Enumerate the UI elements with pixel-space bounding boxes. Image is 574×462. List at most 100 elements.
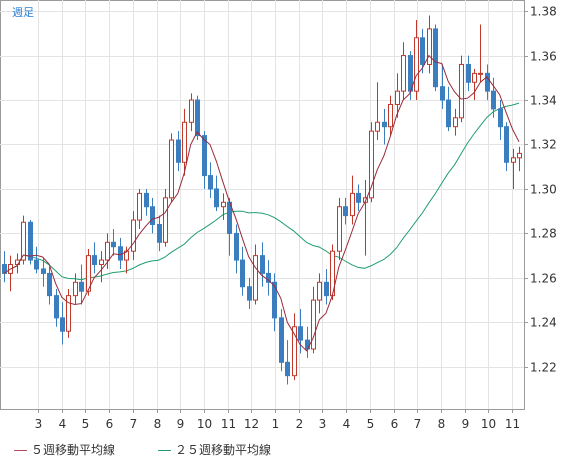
y-tick-label: 1.28 [530,227,557,241]
candle [511,148,516,189]
candle-body [285,361,290,377]
candle [247,277,252,309]
candle-body [427,28,432,65]
candle-body [324,281,329,297]
ma5-line [3,54,520,352]
x-tick-label: 4 [59,417,67,431]
x-tick-label: 8 [438,417,446,431]
legend: ５週移動平均線 ２５週移動平均線 [0,433,574,462]
candle-body [182,121,187,163]
candle-body [41,268,46,274]
legend-ma25-swatch [158,450,171,451]
x-tick-label: 1 [272,417,280,431]
x-tick-label: 3 [35,417,43,431]
candle [176,131,181,172]
candle-body [240,259,245,288]
candle-body [472,72,477,83]
legend-ma25-label: ２５週移動平均線 [175,443,272,457]
candle-body [253,255,258,301]
candle-body [144,192,149,208]
candle-body [163,197,168,243]
x-tick-label: 6 [391,417,399,431]
candle [324,268,329,305]
candle-body [208,175,213,190]
candle-body [137,192,142,221]
candle [21,215,26,265]
candle [214,175,219,212]
candle-body [504,126,509,163]
candle-body [343,206,348,217]
candle [111,228,116,256]
x-tick-label: 5 [367,417,375,431]
candle [382,108,387,145]
y-tick-label: 1.26 [530,272,557,286]
y-tick-label: 1.30 [530,183,557,197]
candle [260,242,265,287]
candle [60,302,65,345]
candle-body [111,241,116,248]
candle [420,28,425,74]
candle [388,95,393,136]
candle-body [356,192,361,203]
candle [279,308,284,372]
candle-body [214,188,219,208]
candle [350,175,355,225]
candle [369,122,374,203]
candle [28,220,33,265]
candle [395,73,400,118]
candle [105,233,110,269]
candle-body [350,192,355,217]
x-tick-label: 7 [414,417,422,431]
candle-body [317,281,322,301]
candle-body [99,259,104,266]
candle-body [491,90,496,110]
candle-body [446,99,451,128]
candle [99,251,104,283]
candle-body [375,121,380,132]
candle-body [440,86,445,101]
candle [375,82,380,141]
candle-body [92,255,97,266]
candle-body [66,295,71,332]
x-tick-label: 6 [106,417,114,431]
x-tick-label: 11 [221,417,236,431]
candle-body [453,117,458,128]
candle [79,264,84,305]
x-tick-label: 2 [296,417,304,431]
candle [517,146,522,172]
candle [459,55,464,123]
candle-body [260,255,265,274]
candle [266,260,271,296]
candle-body [169,139,174,199]
candle [356,184,361,212]
candle-body [266,272,271,283]
candle [298,308,303,354]
candle [446,86,451,132]
x-tick-label: 11 [505,417,520,431]
candle [208,162,213,198]
candle [234,224,239,274]
candle-body [86,255,91,292]
legend-ma25: ２５週移動平均線 [158,441,271,458]
candle-body [176,139,181,163]
candle-body [79,281,84,292]
x-tick-label: 5 [82,417,90,431]
candle [47,266,52,305]
x-tick-label: 9 [462,417,470,431]
plot-area [0,0,525,410]
candle [221,193,226,221]
candle-body [420,37,425,65]
candle [73,273,78,305]
candle-body [466,63,471,83]
candle [202,131,207,189]
candle [182,108,187,176]
candle-body [369,130,374,199]
candle [433,24,438,92]
candle-body [189,99,194,123]
candle [66,288,71,338]
candle-body [433,28,438,88]
candle [453,108,458,136]
candle [440,64,445,109]
candle [54,288,59,327]
x-tick-label: 4 [343,417,351,431]
